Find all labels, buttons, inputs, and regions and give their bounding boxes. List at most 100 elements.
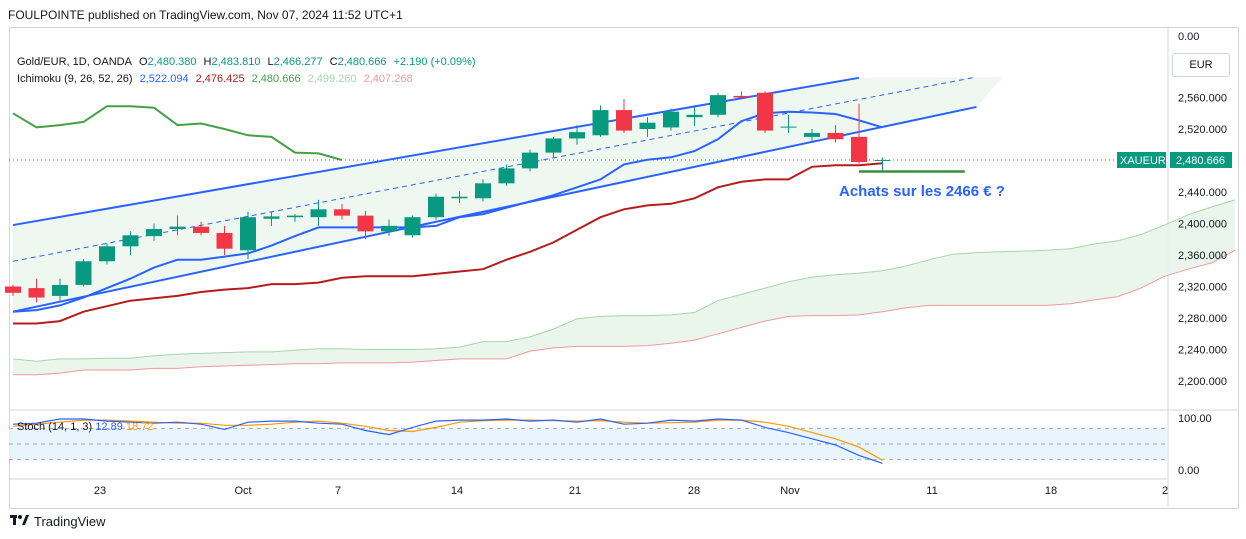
price-tick-label: 2,560.000 — [1178, 93, 1227, 105]
chart-frame — [9, 27, 1239, 509]
time-tick-label: 2 — [1162, 485, 1168, 497]
candle-body — [240, 217, 256, 251]
stoch-tick-label: 0.00 — [1178, 465, 1199, 477]
annotation-text: Achats sur les 2466 € ? — [839, 183, 1005, 200]
candle-body — [780, 126, 797, 128]
ichimoku-senkou-b-value: 2,407.268 — [363, 73, 413, 85]
ichimoku-chikou-value: 2,480.666 — [251, 73, 301, 85]
time-tick-label: 7 — [335, 485, 341, 497]
price-tick-label: 2,240.000 — [1178, 345, 1227, 357]
candle-body — [663, 111, 679, 128]
time-tick-label: 23 — [94, 485, 106, 497]
price-tick-label: 2,400.000 — [1178, 219, 1227, 231]
price-tick-label: 2,280.000 — [1178, 313, 1227, 325]
low-label: L — [267, 56, 274, 68]
footer-brand: TradingView — [10, 514, 106, 529]
open-value: 2,480.380 — [147, 56, 197, 68]
stoch-legend: Stoch (14, 1, 3) 12.89 18.72 — [17, 421, 153, 433]
candle-body — [357, 215, 374, 232]
time-tick-label: 21 — [569, 485, 581, 497]
candle-body — [616, 110, 632, 131]
price-tick-label: 2,200.000 — [1178, 376, 1227, 388]
tenkan-sen-line — [12, 110, 883, 313]
stoch-k-value: 12.89 — [95, 421, 123, 433]
candle-body — [757, 92, 773, 131]
ichimoku-label[interactable]: Ichimoku (9, 26, 52, 26) — [17, 73, 133, 85]
stoch-d-value: 18.72 — [125, 421, 154, 433]
currency-button[interactable]: EUR — [1172, 53, 1230, 77]
candle-body — [733, 95, 750, 98]
time-tick-label: 14 — [451, 485, 463, 497]
price-tick-label: 2,440.000 — [1178, 187, 1227, 199]
publication-header: FOULPOINTE published on TradingView.com,… — [8, 8, 403, 22]
candle-body — [475, 183, 491, 199]
candle-body — [193, 226, 209, 233]
candle-body — [169, 226, 186, 230]
candle-body — [334, 209, 350, 216]
stoch-label[interactable]: Stoch (14, 1, 3) — [17, 421, 93, 433]
price-tag-value-bg — [1170, 151, 1232, 168]
candle-body — [146, 229, 162, 237]
high-value: 2,483.810 — [211, 56, 261, 68]
time-tick-label: 28 — [688, 485, 700, 497]
price-tag-symbol: XAUEUR — [1120, 155, 1166, 167]
candle-body — [874, 159, 891, 161]
tradingview-brand: TradingView — [34, 514, 106, 529]
time-tick-label: 18 — [1045, 485, 1057, 497]
price-axis-top-label: 0.00 — [1178, 31, 1199, 43]
chikou-span-line — [12, 105, 343, 161]
candle-body — [827, 132, 844, 140]
candle-body — [522, 152, 538, 169]
candle-body — [287, 215, 303, 218]
candle-body — [52, 284, 68, 296]
candle-body — [310, 209, 327, 218]
time-tick-label: Nov — [780, 485, 800, 497]
high-label: H — [203, 56, 212, 68]
symbol-legend: Gold/EUR, 1D, OANDA O2,480.380 H2,483.81… — [17, 56, 480, 68]
ichimoku-legend: Ichimoku (9, 26, 52, 26) 2,522.094 2,476… — [17, 73, 417, 85]
candle-body — [99, 246, 115, 262]
price-tick-label: 2,360.000 — [1178, 250, 1227, 262]
time-tick-label: 11 — [926, 485, 937, 497]
kijun-sen-line — [13, 162, 883, 325]
channel-fill — [13, 77, 1003, 312]
candle-body — [592, 110, 609, 136]
candle-body — [545, 138, 562, 153]
senkou-span-a-line — [12, 199, 1236, 362]
stoch-k-line — [12, 418, 883, 464]
price-tick-label: 2,520.000 — [1178, 124, 1227, 136]
ichimoku-cloud — [13, 199, 1235, 375]
candle-body — [804, 132, 820, 137]
open-label: O — [138, 56, 148, 68]
candle-body — [639, 122, 656, 129]
tradingview-logo-icon — [10, 514, 30, 529]
low-value: 2,466.277 — [273, 56, 323, 68]
senkou-span-b-line — [13, 249, 1236, 376]
candle-body — [451, 196, 468, 199]
ichimoku-senkou-a-value: 2,499.260 — [307, 73, 357, 85]
candle-body — [381, 225, 397, 232]
candle-body — [263, 216, 280, 219]
candle-body — [569, 132, 585, 139]
candle-body — [428, 196, 444, 218]
candle-body — [710, 95, 726, 115]
ichimoku-kijun-value: 2,476.425 — [195, 73, 245, 85]
close-value: 2,480.666 — [337, 56, 387, 68]
candle-body — [122, 235, 139, 247]
change-value: +2.190 (+0.09%) — [393, 56, 476, 68]
candle-body — [28, 288, 45, 298]
candle-body — [75, 261, 92, 285]
candle-body — [851, 136, 867, 163]
price-tick-label: 2,320.000 — [1178, 282, 1227, 294]
candle-body — [498, 168, 515, 184]
candle-body — [216, 232, 233, 249]
channel-middle-line — [12, 76, 977, 262]
close-label: C — [329, 56, 338, 68]
time-tick-label: Oct — [234, 485, 251, 497]
symbol-name[interactable]: Gold/EUR, 1D, OANDA — [17, 56, 132, 68]
ichimoku-tenkan-value: 2,522.094 — [139, 73, 189, 85]
candle-body — [5, 286, 21, 293]
candle-body — [686, 114, 703, 118]
stoch-tick-label: 100.00 — [1178, 413, 1212, 425]
